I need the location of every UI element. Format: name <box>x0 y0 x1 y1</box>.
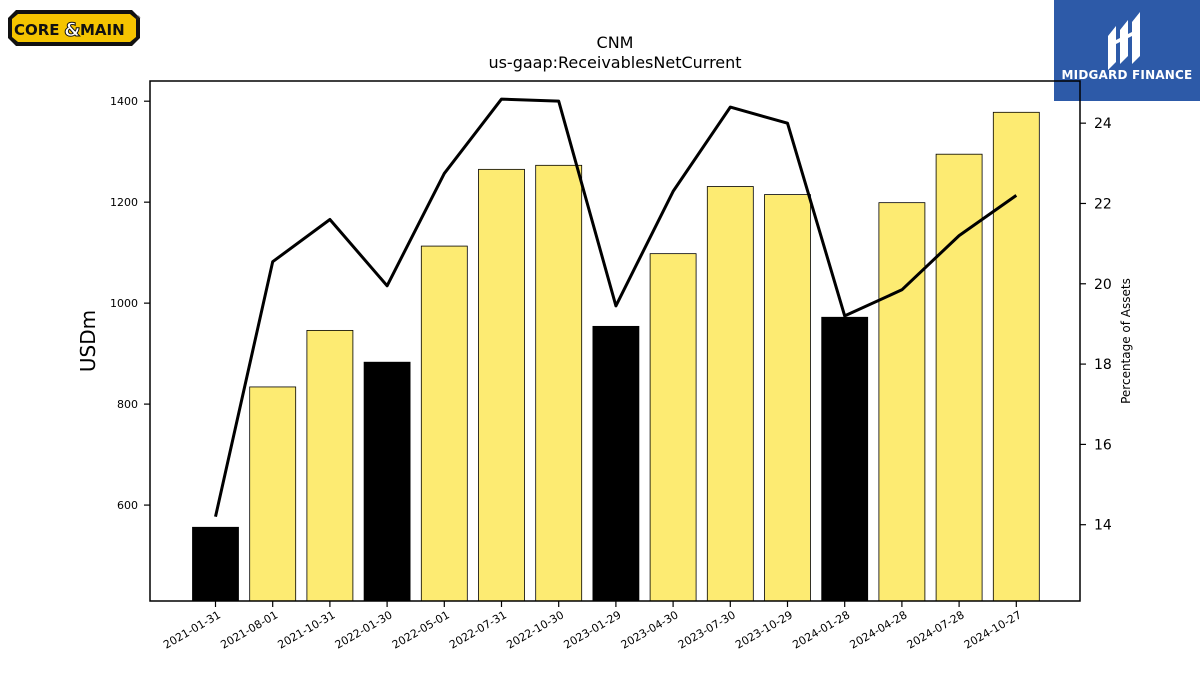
x-tick-label: 2021-08-01 <box>218 608 280 651</box>
bar-2021-01-31 <box>192 526 239 602</box>
x-tick-label: 2024-07-28 <box>905 608 967 651</box>
y2-tick-label: 18 <box>1094 357 1112 373</box>
y-axis-left: 600 800 1000 1200 1400 <box>110 95 150 512</box>
core-and-main-logo: CORE & MAIN ® <box>6 6 142 50</box>
y-tick-label: 600 <box>117 499 138 512</box>
y2-tick-label: 20 <box>1094 277 1112 293</box>
bar-2022-10-30 <box>535 164 583 602</box>
y2-tick-label: 22 <box>1094 196 1112 212</box>
plot-frame <box>149 80 1081 602</box>
x-tick-label: 2022-05-01 <box>390 608 452 651</box>
logo-part2: MAIN <box>80 21 125 39</box>
x-tick-label: 2023-10-29 <box>733 608 795 651</box>
x-tick-label: 2024-10-27 <box>962 608 1024 651</box>
bar-2022-07-31 <box>478 168 525 602</box>
bar-2023-07-30 <box>706 186 754 602</box>
y-tick-label: 1200 <box>110 196 138 209</box>
y-axis-label: USDm <box>76 310 100 372</box>
chart-subtitle: us-gaap:ReceivablesNetCurrent <box>488 53 741 72</box>
x-tick-label: 2024-01-28 <box>790 608 852 651</box>
midgard-finance-logo: MIDGARD FINANCE <box>1054 0 1200 101</box>
y2-axis-label: Percentage of Assets <box>1119 278 1133 404</box>
bar-2024-04-28 <box>878 202 926 602</box>
bar-2023-04-30 <box>649 253 697 602</box>
y-tick-label: 1000 <box>110 297 138 310</box>
midgard-brand-text: MIDGARD FINANCE <box>1061 68 1193 82</box>
x-tick-label: 2023-01-29 <box>562 608 624 651</box>
logo-part1: CORE <box>14 21 60 39</box>
x-tick-label: 2022-01-30 <box>333 608 395 651</box>
x-tick-label: 2023-07-30 <box>676 608 738 651</box>
bar-2024-10-27 <box>992 111 1040 602</box>
x-axis: 2021-01-312021-08-012021-10-312022-01-30… <box>161 601 1024 652</box>
x-tick-label: 2024-04-28 <box>848 608 910 651</box>
logo-background-shape <box>12 14 136 42</box>
bar-2024-01-28 <box>821 316 869 602</box>
y2-tick-label: 16 <box>1094 437 1112 453</box>
y2-tick-label: 24 <box>1094 116 1112 132</box>
y-axis-right: 14 16 18 20 22 24 <box>1080 116 1112 534</box>
x-tick-label: 2021-10-31 <box>276 608 338 651</box>
bar-2022-05-01 <box>420 245 468 602</box>
x-tick-label: 2022-10-30 <box>504 608 566 651</box>
line-series <box>214 97 1018 518</box>
logo-registered-mark: ® <box>135 15 141 22</box>
x-tick-label: 2023-04-30 <box>619 608 681 651</box>
y-tick-label: 800 <box>117 398 138 411</box>
midgard-emblem-icon <box>1108 12 1140 70</box>
chart-title: CNM <box>597 33 634 52</box>
logo-ampersand: & <box>64 19 81 41</box>
bar-2024-07-28 <box>935 153 983 602</box>
y2-tick-label: 14 <box>1094 518 1112 534</box>
bar-2023-10-29 <box>764 194 811 602</box>
x-tick-label: 2021-01-31 <box>161 608 223 651</box>
y-tick-label: 1400 <box>110 95 138 108</box>
bar-2023-01-29 <box>592 325 640 602</box>
bar-2021-10-31 <box>306 329 354 602</box>
bar-2022-01-30 <box>363 361 411 602</box>
percentage-line <box>214 97 1018 518</box>
bar-2021-08-01 <box>249 386 297 602</box>
x-tick-label: 2022-07-31 <box>447 608 509 651</box>
bar-series <box>192 111 1040 602</box>
